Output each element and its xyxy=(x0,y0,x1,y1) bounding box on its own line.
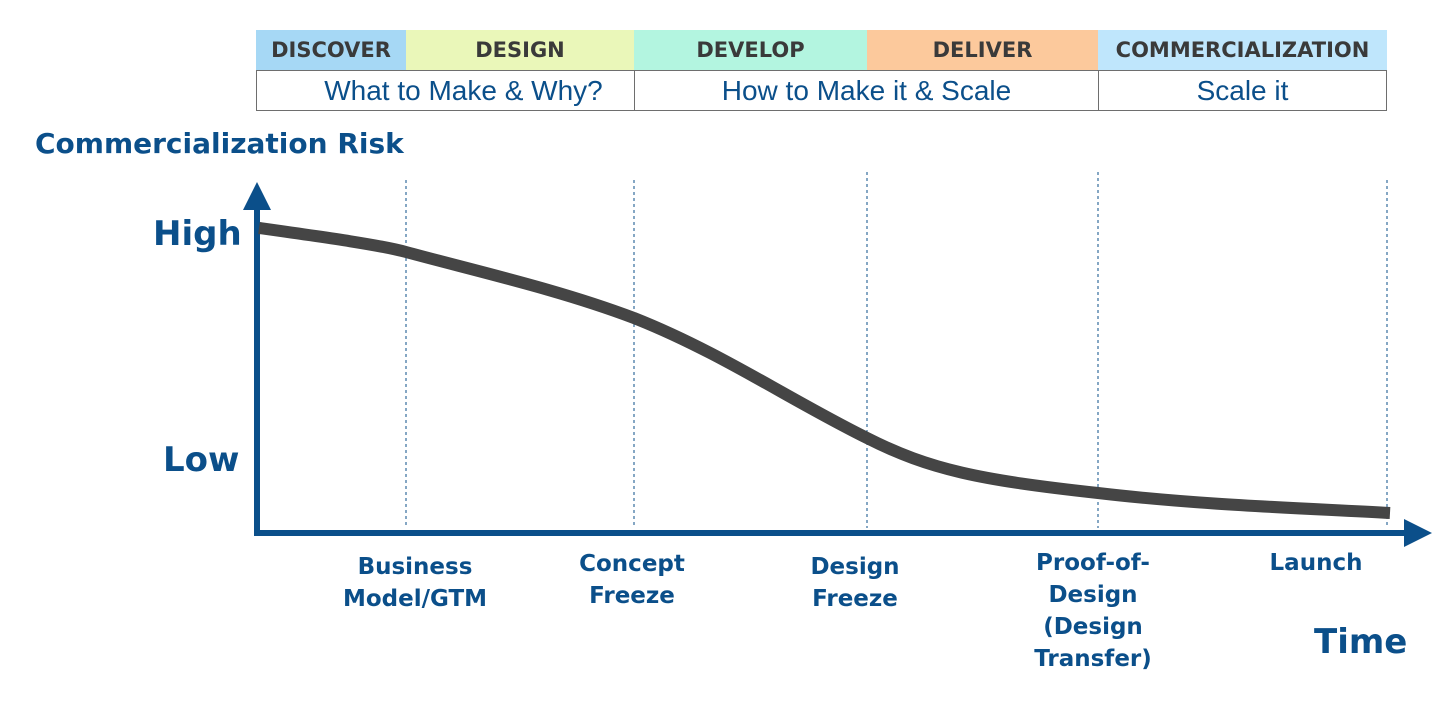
phase-discover-label: DISCOVER xyxy=(271,38,391,62)
phase-deliver-label: DELIVER xyxy=(932,38,1033,62)
phase-develop-label: DEVELOP xyxy=(696,38,805,62)
milestone-business-model: Business Model/GTM xyxy=(342,554,488,612)
phase-design: DESIGN xyxy=(406,30,634,70)
phase-deliver: DELIVER xyxy=(867,30,1098,70)
phase-develop: DEVELOP xyxy=(634,30,867,70)
goal-scale-it: Scale it xyxy=(1098,70,1387,111)
y-high-label: High xyxy=(153,214,242,254)
phase-discover: DISCOVER xyxy=(256,30,406,70)
y-axis-arrowhead xyxy=(243,182,271,210)
axes xyxy=(243,182,1432,547)
goal-what-to-make: What to Make & Why? xyxy=(256,70,635,111)
milestone-concept-freeze: Concept Freeze xyxy=(579,551,685,609)
goal-scale-it-label: Scale it xyxy=(1196,74,1289,106)
milestone-design-freeze: Design Freeze xyxy=(810,554,900,612)
milestone-launch: Launch xyxy=(1269,550,1363,576)
phase-design-label: DESIGN xyxy=(475,38,565,62)
milestone-guides xyxy=(405,172,1388,528)
milestone-proof-of-design: Proof-of- Design (Design Transfer) xyxy=(1034,550,1152,672)
phase-commercialization-label: COMMERCIALIZATION xyxy=(1115,38,1370,62)
x-axis-title: Time xyxy=(1314,622,1408,662)
risk-curve xyxy=(258,222,1391,519)
x-axis-arrowhead xyxy=(1404,519,1432,547)
y-axis-title: Commercialization Risk xyxy=(35,127,404,160)
y-low-label: Low xyxy=(163,440,240,480)
phase-commercialization: COMMERCIALIZATION xyxy=(1098,30,1387,70)
goal-how-to-make: How to Make it & Scale xyxy=(634,70,1099,111)
goal-what-to-make-label: What to Make & Why? xyxy=(324,74,603,106)
goal-how-to-make-label: How to Make it & Scale xyxy=(721,74,1012,106)
